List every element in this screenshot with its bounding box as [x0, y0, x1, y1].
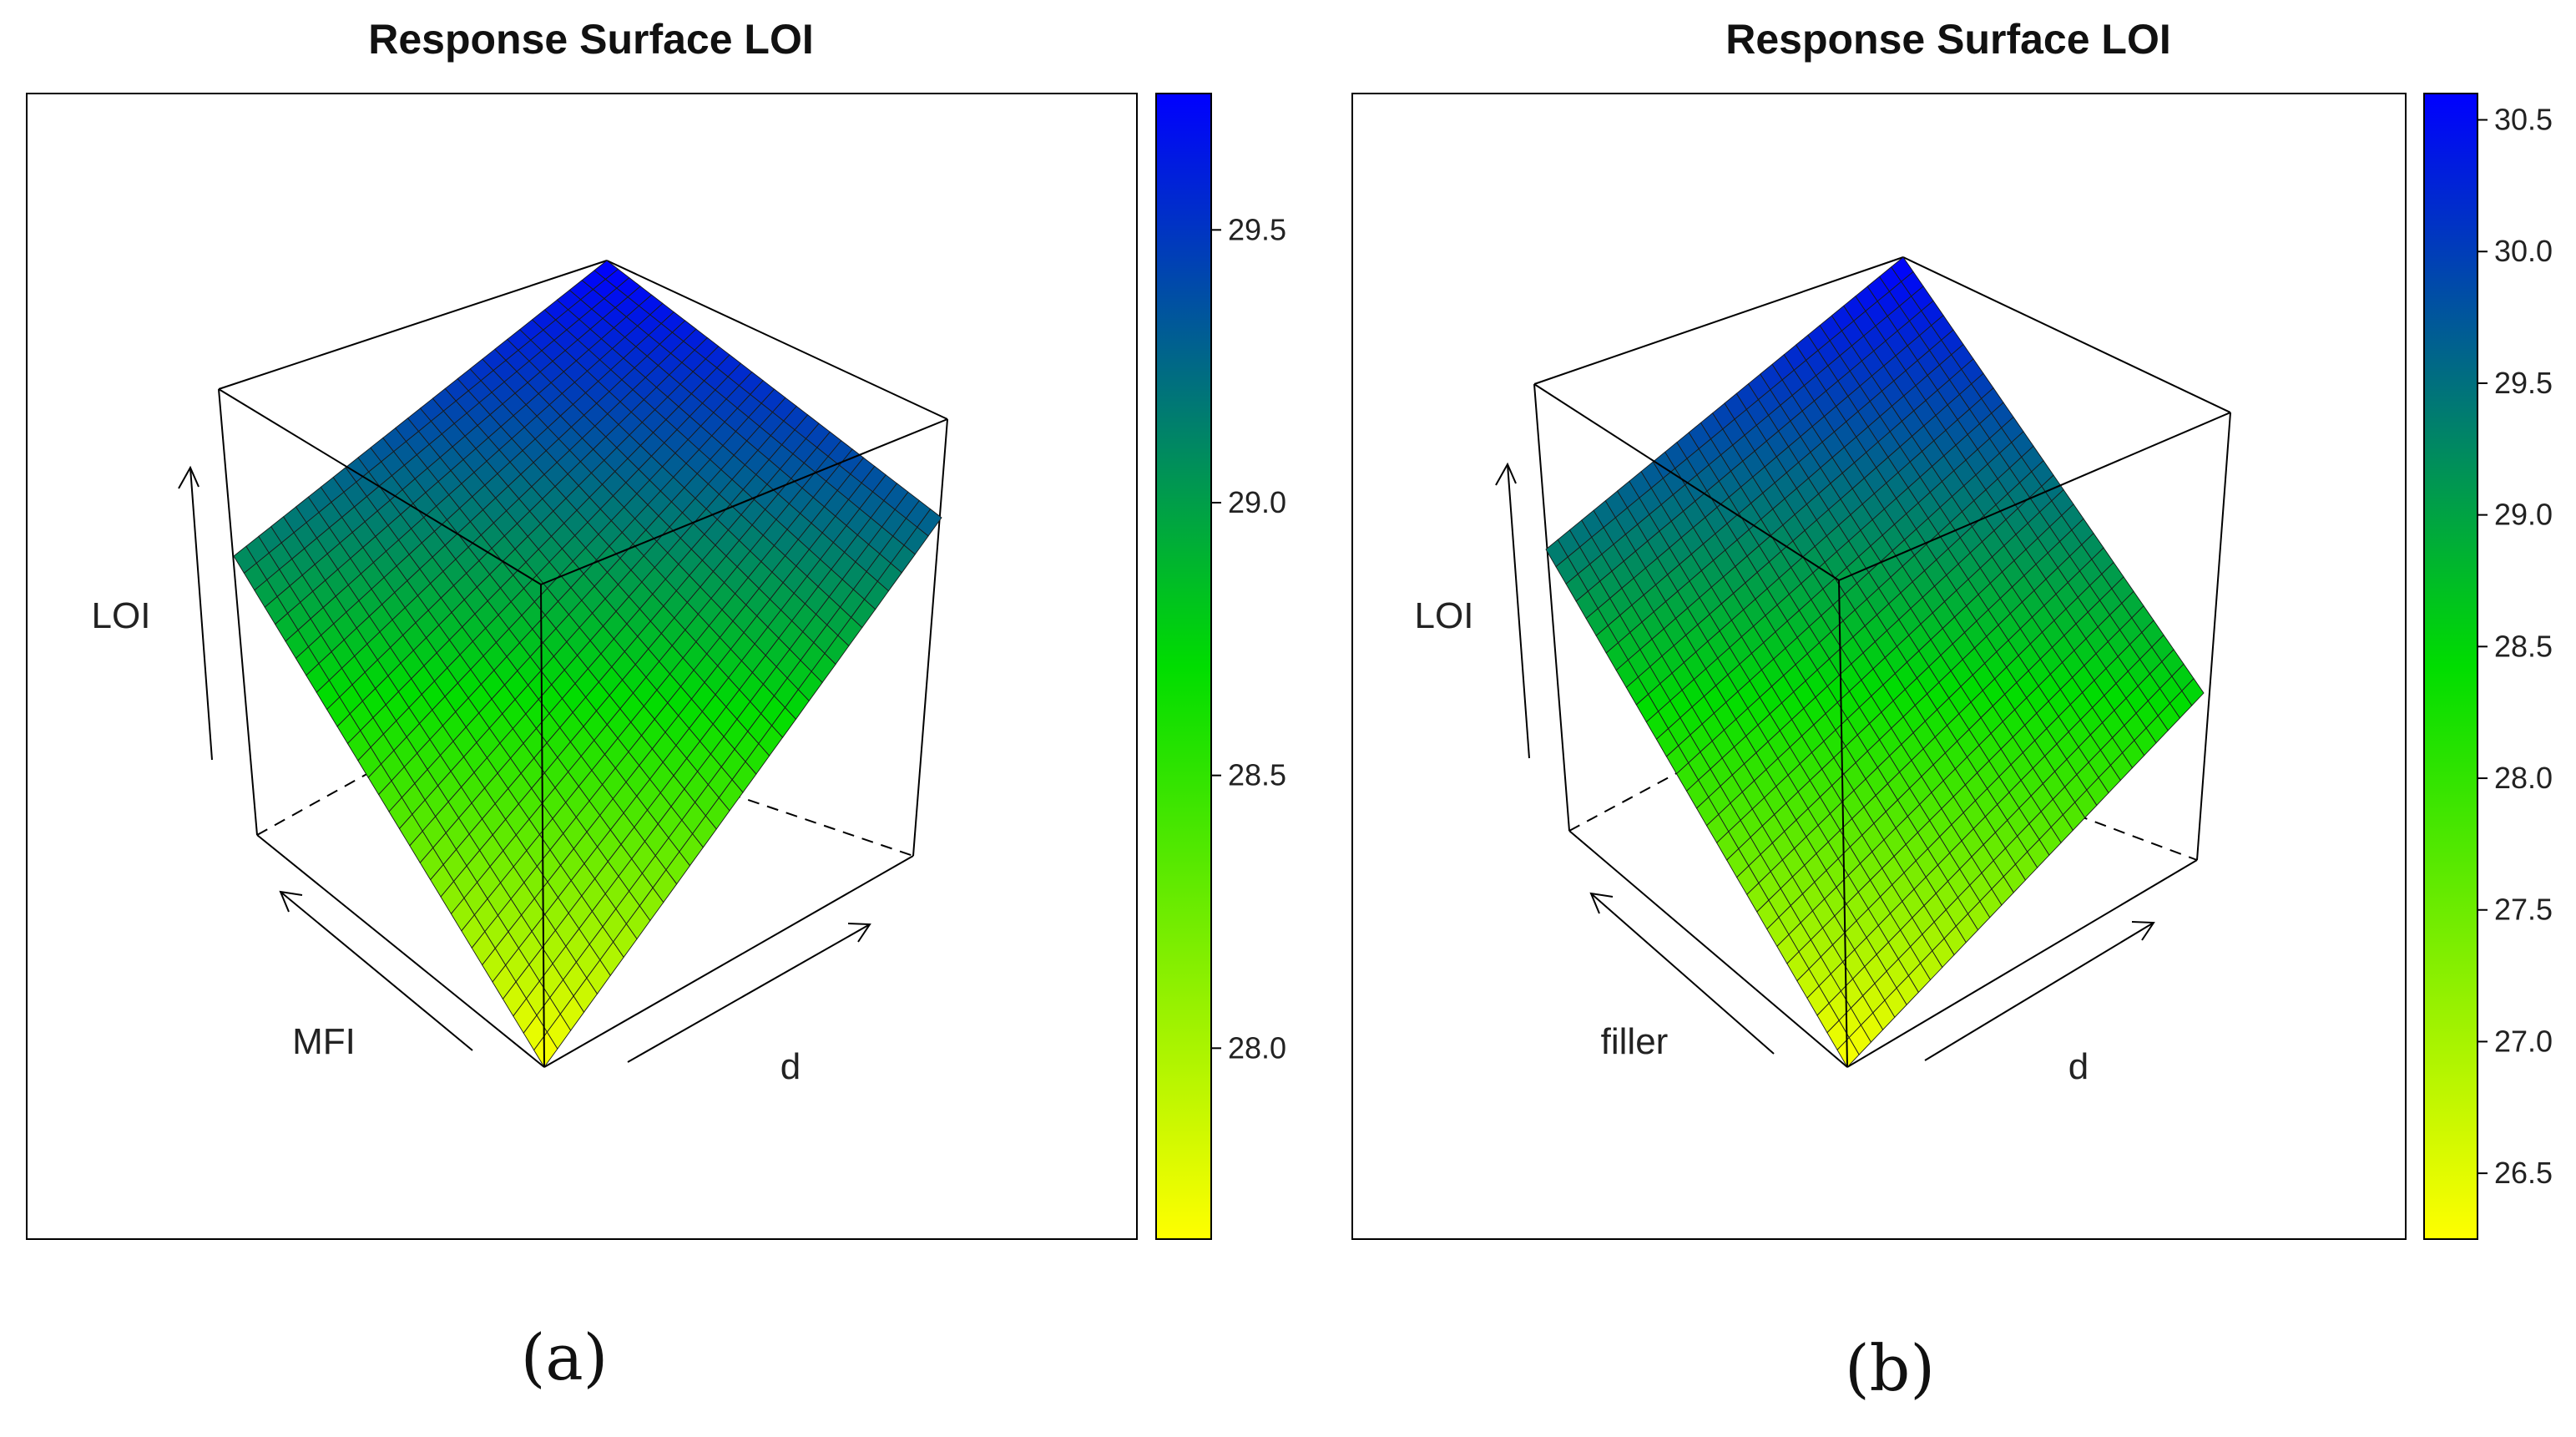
panel-b-y-axis-label: d: [2068, 1046, 2089, 1087]
colorbar-tick-label: 26.5: [2494, 1156, 2553, 1190]
panel-b-axis-arrows: [1495, 462, 2155, 1061]
panel-a-caption: (a): [521, 1320, 609, 1394]
colorbar-tick-label: 28.0: [1228, 1030, 1286, 1065]
panel-b-box-frame: [1533, 256, 2231, 1068]
colorbar-tick-label: 29.5: [1228, 212, 1286, 246]
panel-a-box-frame: [218, 260, 948, 1068]
colorbar-tick-label: 27.0: [2494, 1024, 2553, 1058]
colorbar-tick-label: 29.5: [2494, 366, 2553, 400]
panel-a-title: Response Surface LOI: [368, 16, 814, 63]
panel-b-surface: [1545, 256, 2205, 1068]
panel-b-plot-frame: [1351, 93, 2407, 1240]
surface-facet: [1891, 256, 1914, 282]
panel-a: Response Surface LOI: [26, 16, 1286, 1394]
panel-b-z-axis-label: LOI: [1415, 595, 1474, 636]
panel-b-x-axis-label: filler: [1601, 1021, 1669, 1062]
panel-a-y-axis-label: d: [780, 1046, 801, 1087]
panel-a-plot-frame: [26, 93, 1138, 1240]
panel-b-title: Response Surface LOI: [1725, 16, 2171, 63]
panel-b-front-edges: [1533, 383, 2231, 1068]
panel-a-front-edges: [218, 388, 948, 1068]
panel-b-caption: (b): [1845, 1331, 1935, 1405]
panel-a-axis-arrows: [178, 465, 871, 1063]
panel-a-colorbar-ticks: 28.0 28.5 29.0 29.5: [1211, 212, 1286, 1065]
panel-a-colorbar: 28.0 28.5 29.0 29.5: [1155, 93, 1286, 1240]
colorbar-tick-label: 29.0: [2494, 498, 2553, 532]
colorbar-tick-label: 27.5: [2494, 893, 2553, 927]
panel-b-colorbar-bar: [2423, 93, 2478, 1240]
colorbar-tick-label: 30.0: [2494, 234, 2553, 268]
colorbar-tick-label: 28.5: [2494, 629, 2553, 663]
colorbar-tick-label: 30.5: [2494, 103, 2553, 137]
panel-a-z-axis-label: LOI: [92, 595, 151, 636]
colorbar-tick-label: 29.0: [1228, 485, 1286, 519]
panel-b-colorbar: 26.5 27.0 27.5 28.0 28.5 29.0 29.5 30.0 30.5: [2423, 93, 2553, 1240]
surface-facet: [593, 260, 619, 280]
panel-b-colorbar-ticks: 26.5 27.0 27.5 28.0 28.5 29.0 29.5 30.0 30.5: [2478, 103, 2553, 1190]
panel-a-colorbar-bar: [1155, 93, 1212, 1240]
colorbar-tick-label: 28.5: [1228, 758, 1286, 792]
panel-a-x-axis-label: MFI: [292, 1021, 356, 1062]
panel-a-surface: [233, 260, 942, 1068]
panel-b: Response Surface LOI LO: [1351, 16, 2553, 1405]
colorbar-tick-label: 28.0: [2494, 761, 2553, 795]
